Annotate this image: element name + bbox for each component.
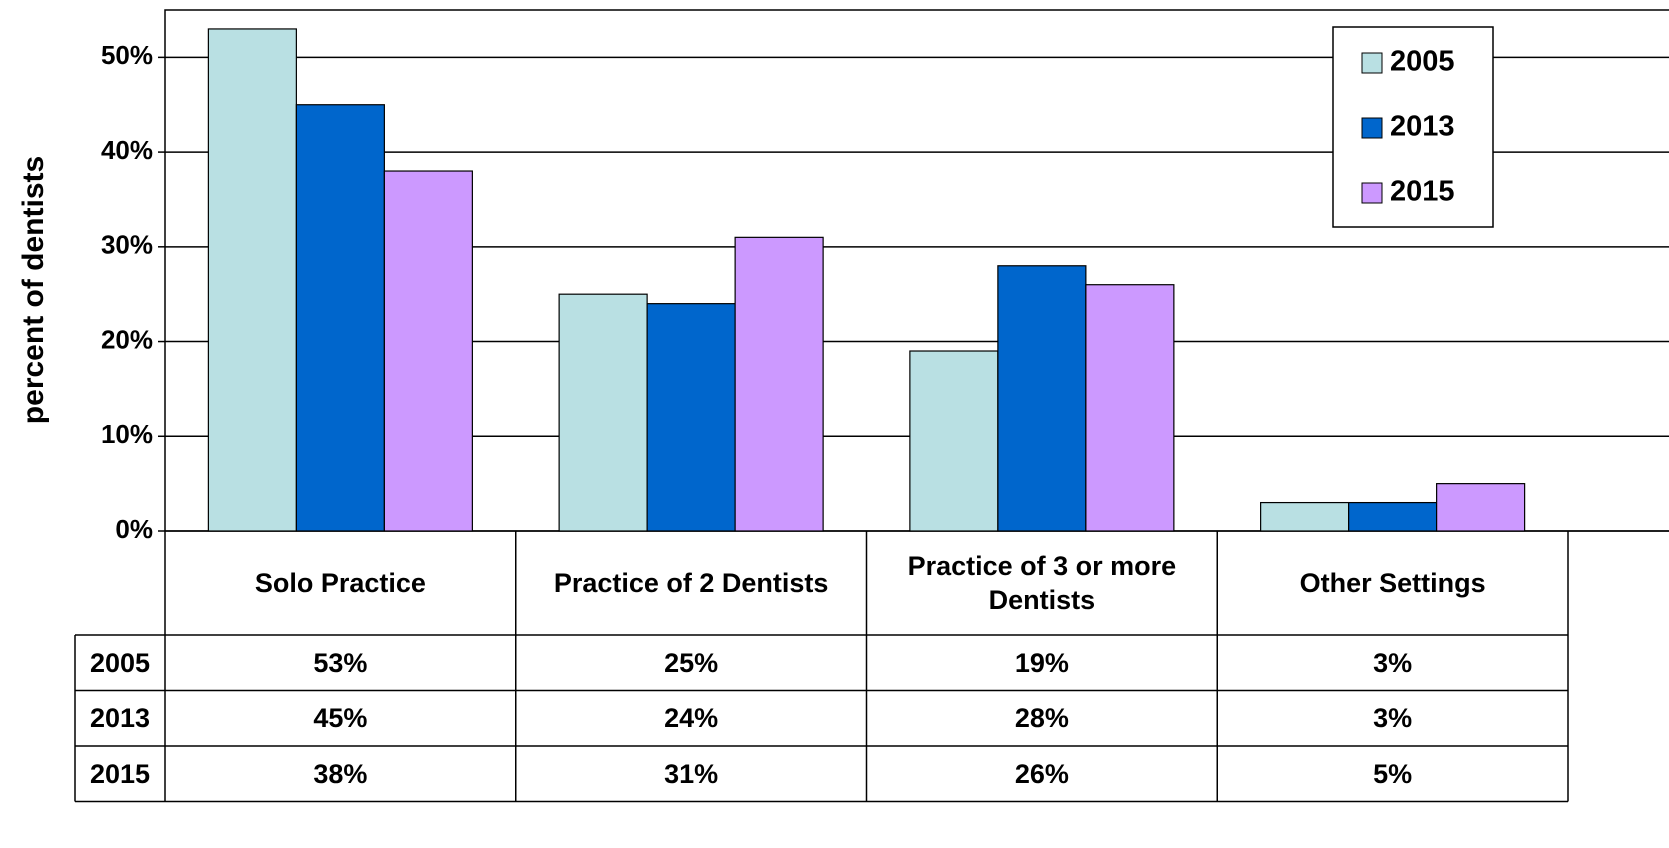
category-label: Other Settings (1299, 568, 1486, 598)
bar (558, 293, 648, 532)
y-tick-label: 20% (101, 324, 153, 354)
table-value: 28% (1014, 703, 1069, 734)
table-value: 19% (1014, 647, 1069, 678)
row-label: 2015 (89, 758, 151, 789)
legend-label: 2015 (1390, 176, 1455, 208)
table-value: 45% (313, 703, 368, 734)
bar (734, 236, 824, 532)
table-value: 3% (1373, 647, 1413, 678)
row-label: 2013 (89, 703, 151, 734)
bar (1085, 284, 1175, 532)
y-tick-label: 30% (101, 230, 153, 260)
legend-box (1332, 26, 1494, 228)
legend-swatch (1361, 117, 1383, 139)
bar (1348, 501, 1438, 532)
table-value: 5% (1373, 758, 1413, 789)
row-label: 2005 (89, 647, 151, 678)
category-label: Solo Practice (254, 568, 426, 598)
bar (997, 265, 1087, 532)
bar (383, 170, 473, 532)
bar (295, 104, 385, 532)
y-tick-label: 10% (101, 419, 153, 449)
y-tick-label: 40% (101, 135, 153, 165)
table-value: 26% (1014, 758, 1069, 789)
y-tick-label: 0% (115, 514, 153, 544)
table-value: 31% (664, 758, 719, 789)
bar (646, 303, 736, 532)
legend-swatch (1361, 52, 1383, 74)
table-value: 53% (313, 647, 368, 678)
table-value: 24% (664, 703, 719, 734)
y-axis-label: percent of dentists (17, 156, 50, 424)
table-value: 3% (1373, 703, 1413, 734)
category-label: Practice of 2 Dentists (553, 568, 829, 598)
legend-label: 2005 (1390, 46, 1455, 78)
y-tick-label: 50% (101, 40, 153, 70)
bar (207, 28, 297, 532)
category-label: Practice of 3 or more Dentists (907, 551, 1177, 615)
table-value: 38% (313, 758, 368, 789)
bar (1436, 483, 1526, 532)
legend-label: 2013 (1390, 111, 1455, 143)
bar (909, 350, 999, 532)
legend-swatch (1361, 182, 1383, 204)
bar (1260, 501, 1350, 532)
table-value: 25% (664, 647, 719, 678)
